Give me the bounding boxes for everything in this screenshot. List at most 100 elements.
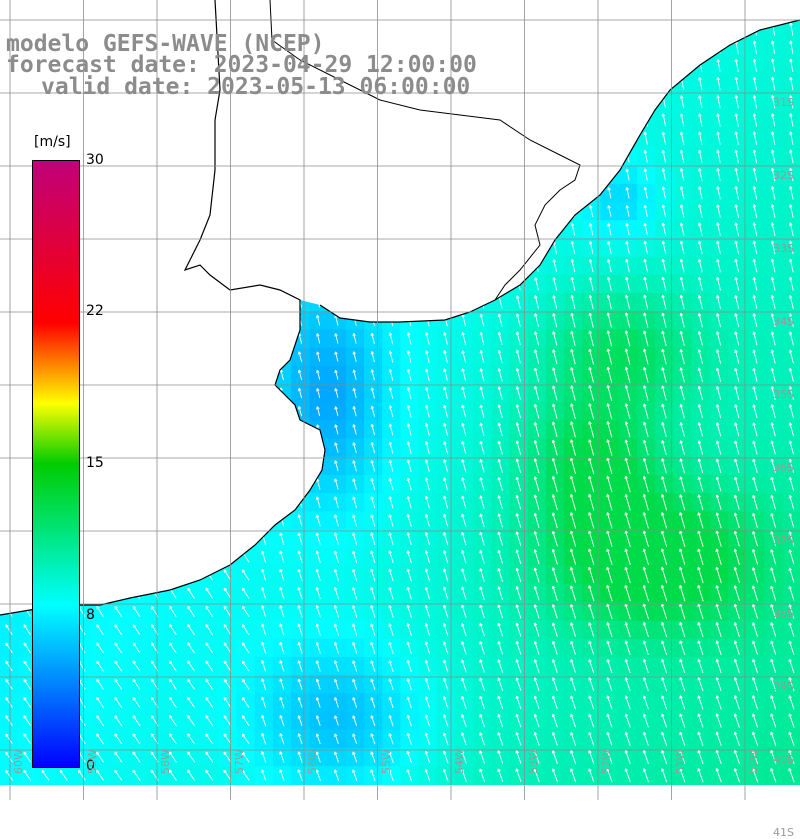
wind-arrow: [789, 95, 794, 109]
wind-arrow: [406, 732, 412, 745]
wind-arrow: [697, 295, 703, 309]
wind-arrow: [497, 622, 504, 637]
wind-arrow: [316, 333, 321, 344]
wind-arrow: [406, 659, 412, 673]
wind-arrow: [752, 349, 758, 364]
wind-arrow: [461, 350, 467, 364]
wind-arrow: [642, 585, 650, 602]
wind-arrow: [570, 294, 576, 310]
wind-arrow: [588, 330, 594, 347]
wind-arrow: [334, 388, 339, 398]
wind-arrow: [588, 403, 595, 420]
wind-arrow: [642, 439, 649, 456]
wind-arrow: [497, 568, 503, 582]
wind-arrow: [551, 750, 558, 764]
wind-arrow: [642, 695, 649, 710]
wind-arrow: [461, 659, 467, 673]
wind-arrow: [624, 640, 631, 656]
wind-cell: [782, 584, 800, 603]
wind-arrow: [734, 295, 740, 309]
wind-arrow: [533, 659, 540, 673]
wind-arrow: [716, 349, 722, 364]
wind-arrow: [352, 550, 358, 564]
wind-arrow: [370, 660, 376, 672]
wind-arrow: [388, 605, 394, 618]
wind-cell: [782, 475, 800, 494]
wind-cell: [782, 220, 800, 239]
wind-arrow: [388, 641, 394, 654]
wind-arrow: [114, 624, 122, 636]
wind-arrow: [643, 222, 648, 236]
wind-arrow: [461, 568, 467, 582]
wind-arrow: [752, 622, 759, 637]
wind-arrow: [551, 549, 558, 565]
wind-arrow: [388, 550, 394, 564]
wind-arrow: [770, 131, 776, 145]
wind-arrow: [461, 732, 467, 746]
wind-arrow: [770, 531, 777, 547]
wind-cell: [782, 111, 800, 130]
wind-arrow: [643, 348, 649, 365]
wind-arrow: [388, 441, 394, 454]
wind-arrow: [715, 713, 722, 728]
wind-arrow: [752, 240, 758, 255]
wind-arrow: [370, 332, 375, 345]
wind-arrow: [334, 496, 339, 508]
wind-arrow: [697, 349, 703, 364]
wind-arrow: [661, 222, 667, 236]
wind-arrow: [533, 440, 540, 456]
wind-arrow: [788, 331, 794, 346]
wind-arrow: [442, 750, 449, 764]
wind-arrow: [442, 732, 449, 746]
wind-arrow: [752, 40, 757, 54]
wind-arrow: [625, 223, 630, 236]
wind-arrow: [770, 640, 777, 656]
wind-arrow: [715, 512, 722, 529]
wind-arrow: [96, 715, 104, 727]
wind-arrow: [77, 769, 86, 781]
wind-arrow: [569, 475, 577, 493]
wind-arrow: [752, 603, 759, 619]
wind-arrow: [734, 131, 739, 145]
wind-arrow: [132, 696, 141, 708]
wind-arrow: [388, 660, 394, 672]
wind-arrow: [624, 385, 631, 401]
wind-arrow: [789, 204, 794, 218]
wind-arrow: [114, 678, 123, 690]
wind-arrow: [223, 660, 232, 672]
wind-arrow: [96, 678, 104, 690]
wind-arrow: [752, 658, 759, 674]
wind-arrow: [334, 406, 339, 417]
wind-arrow: [534, 277, 539, 291]
wind-arrow: [316, 369, 321, 380]
wind-arrow: [661, 204, 667, 218]
wind-arrow: [425, 368, 430, 382]
wind-arrow: [533, 750, 540, 764]
wind-arrow: [752, 313, 758, 328]
wind-arrow: [515, 750, 522, 764]
wind-arrow: [388, 350, 394, 363]
wind-arrow: [770, 276, 776, 291]
wind-arrow: [23, 624, 31, 635]
colorbar-tick-15: 15: [86, 455, 104, 471]
wind-arrow: [370, 715, 376, 727]
wind-arrow: [770, 204, 776, 218]
wind-arrow: [241, 587, 250, 599]
wind-arrow: [679, 240, 685, 255]
wind-arrow: [624, 658, 631, 674]
wind-arrow: [661, 312, 667, 328]
wind-arrow: [552, 259, 558, 273]
wind-arrow: [715, 422, 722, 437]
wind-arrow: [515, 440, 522, 455]
wind-arrow: [168, 769, 177, 781]
wind-arrow: [552, 403, 558, 419]
wind-arrow: [533, 713, 540, 728]
wind-arrow: [752, 331, 758, 346]
wind-arrow: [643, 294, 649, 310]
wind-arrow: [733, 585, 740, 602]
wind-arrow: [624, 622, 631, 638]
wind-arrow: [588, 640, 595, 655]
wind-arrow: [406, 678, 412, 691]
wind-arrow: [679, 422, 685, 437]
wind-arrow: [333, 769, 340, 781]
